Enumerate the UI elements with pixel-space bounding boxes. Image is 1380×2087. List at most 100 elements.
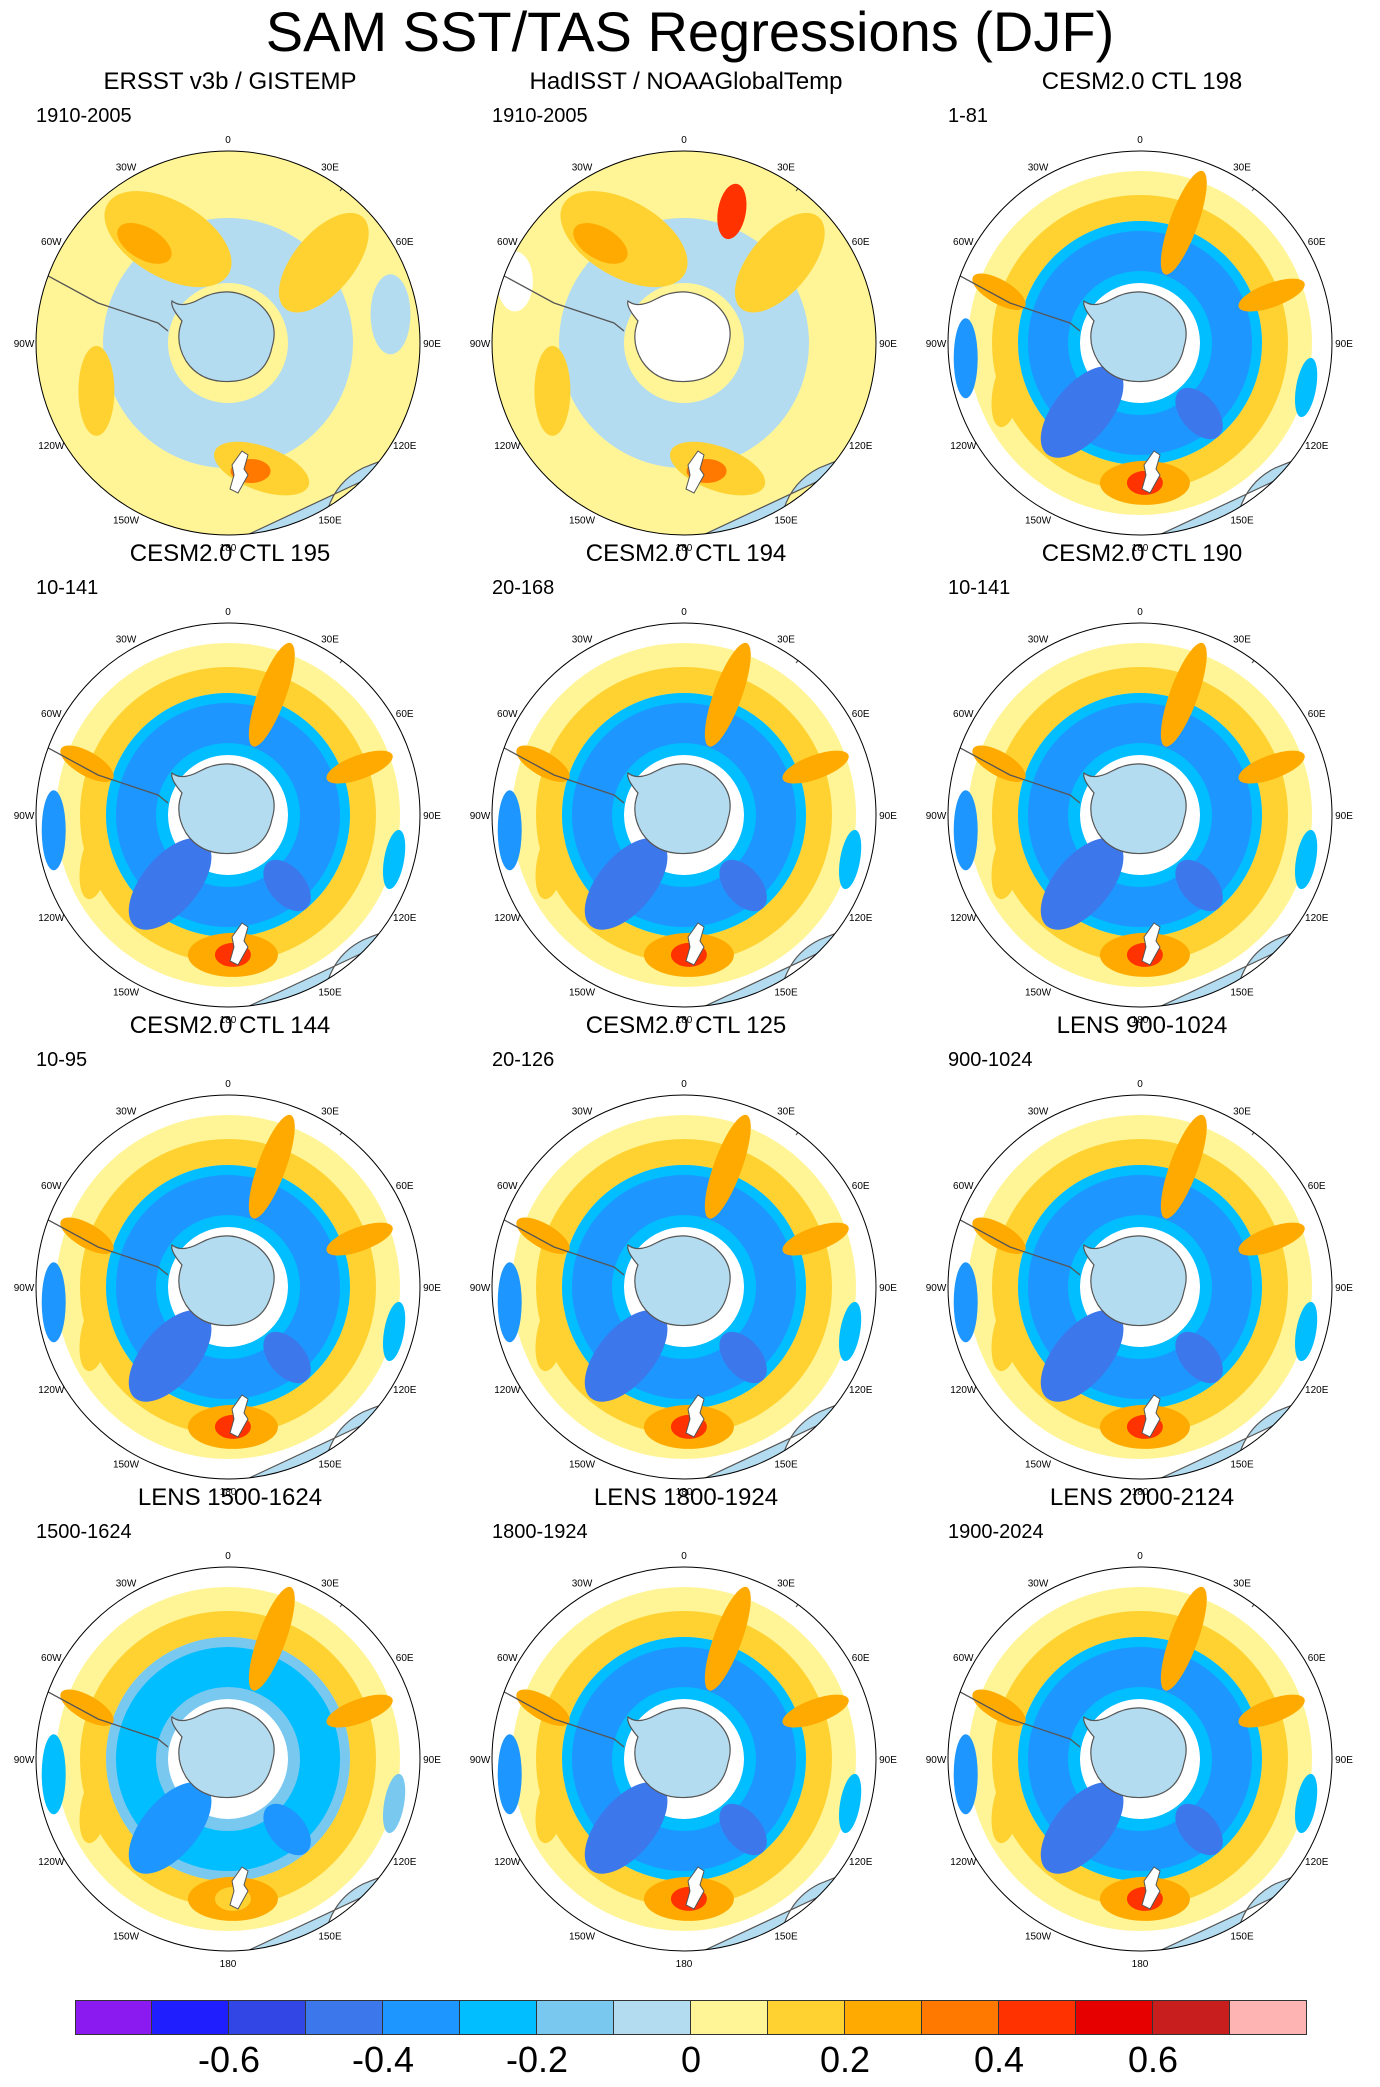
longitude-label: 150W xyxy=(1025,516,1052,527)
map-panel: 0 30E 60E 90E 120E 150E 180 150W 120W 90W 60W 30W CE… xyxy=(912,68,1372,554)
longitude-label: 120W xyxy=(950,441,977,452)
warm-anomaly-patch xyxy=(79,1772,110,1844)
polar-stereographic-map: 0 30E 60E 90E 120E 150E 180 150W 120W 90W 60W 30W xyxy=(470,607,898,1026)
antarctica-continent xyxy=(1083,763,1187,855)
panel-title: LENS 1800-1924 xyxy=(593,1484,779,1511)
outer-cool-patch xyxy=(1294,357,1318,418)
map-boundary xyxy=(947,1566,1333,1952)
cool-anomaly-core xyxy=(263,1331,311,1384)
south-america-coastline xyxy=(948,736,1081,804)
panel-title: LENS 2000-2124 xyxy=(1049,1484,1235,1511)
longitude-label: 60W xyxy=(497,1181,518,1192)
longitude-label: 30W xyxy=(116,162,137,173)
warm-anomaly-patch xyxy=(972,273,1026,310)
colorbar-swatch xyxy=(1153,2000,1230,2035)
map-boundary xyxy=(491,150,877,536)
longitude-labels: 0 30E 60E 90E 120E 150E 180 150W 120W 90W 60W 30W xyxy=(926,1079,1354,1498)
longitude-label: 90W xyxy=(926,1755,947,1766)
outer-cool-patch xyxy=(953,1734,978,1815)
longitude-label: 90W xyxy=(926,339,947,350)
warm-anomaly-patch xyxy=(972,1689,1026,1726)
warm-anomaly-patch xyxy=(972,745,1026,782)
warm-anomaly-patch xyxy=(704,642,751,747)
longitude-label: 120E xyxy=(1305,441,1329,452)
antarctica-continent xyxy=(627,1235,731,1327)
map-panel: 0 30E 60E 90E 120E 150E 180 150W 120W 90W 60W 30W LE… xyxy=(456,1484,916,1970)
map-panel: 0 30E 60E 90E 120E 150E 180 150W 120W 90W 60W 30W CE… xyxy=(456,540,916,1026)
antarctica-continent xyxy=(627,763,731,855)
panel-title: CESM2.0 CTL 125 xyxy=(585,1012,787,1039)
warm-anomaly-patch xyxy=(535,828,566,900)
warm-anomaly-patch xyxy=(1160,170,1207,275)
longitude-label: 150E xyxy=(1230,1932,1254,1943)
longitude-label: 60W xyxy=(953,709,974,720)
antarctica-continent xyxy=(1083,1707,1187,1799)
colorbar-swatch xyxy=(229,2000,306,2035)
warm-anomaly-patch xyxy=(1238,278,1305,312)
subpolar-cool-ring xyxy=(116,1175,340,1399)
longitude-label: 150W xyxy=(1025,988,1052,999)
longitude-label: 30E xyxy=(1233,162,1251,173)
south-america-coastline xyxy=(492,1208,625,1276)
longitude-label: 120W xyxy=(950,1857,977,1868)
longitude-label: 180 xyxy=(1132,1487,1149,1498)
longitude-label: 120E xyxy=(849,1385,873,1396)
warm-anomaly-patch xyxy=(704,1114,751,1219)
longitude-label: 180 xyxy=(1132,543,1149,554)
warm-anomaly-patch xyxy=(535,1772,566,1844)
colorbar-tick-label: 0.2 xyxy=(819,2039,871,2080)
new-zealand-landmass xyxy=(685,1866,705,1910)
longitude-label: 150E xyxy=(774,516,798,527)
cool-anomaly-core xyxy=(128,1782,212,1874)
longitude-label: 60W xyxy=(953,1653,974,1664)
longitude-label: 90E xyxy=(879,1755,897,1766)
warm-anomaly-patch xyxy=(60,745,114,782)
colorbar-tick-label: 0.4 xyxy=(973,2039,1025,2080)
colorbar-tick-label: -0.4 xyxy=(351,2039,415,2080)
longitude-label: 60W xyxy=(41,709,62,720)
longitude-label: 60E xyxy=(1308,1653,1326,1664)
colorbar-swatch xyxy=(845,2000,922,2035)
map-panel: 0 30E 60E 90E 120E 150E 180 150W 120W 90W 60W 30W LE… xyxy=(912,1484,1372,1970)
antarctica-continent xyxy=(171,1707,275,1799)
warm-anomaly-patch xyxy=(991,356,1022,428)
longitude-label: 30E xyxy=(777,162,795,173)
polar-stereographic-map: 0 30E 60E 90E 120E 150E 180 150W 120W 90W 60W 30W xyxy=(14,1551,442,1970)
new-zealand-landmass xyxy=(685,450,705,494)
new-zealand-landmass xyxy=(229,922,249,966)
map-boundary xyxy=(491,1094,877,1480)
subpolar-cool-ring xyxy=(1028,1647,1252,1871)
cool-anomaly-core xyxy=(1175,1331,1223,1384)
subpolar-cool-ring xyxy=(572,1647,796,1871)
map-boundary xyxy=(35,150,421,536)
longitude-label: 180 xyxy=(676,543,693,554)
longitude-label: 60E xyxy=(852,1181,870,1192)
cool-anomaly-core xyxy=(1175,387,1223,440)
longitude-labels: 0 30E 60E 90E 120E 150E 180 150W 120W 90W 60W 30W xyxy=(14,607,442,1026)
polar-stereographic-map: 0 30E 60E 90E 120E 150E 180 150W 120W 90W 60W 30W xyxy=(470,135,898,554)
figure-title: SAM SST/TAS Regressions (DJF) xyxy=(265,0,1115,63)
longitude-label: 30W xyxy=(572,1578,593,1589)
longitude-label: 60W xyxy=(497,237,518,248)
map-boundary xyxy=(35,622,421,1008)
longitude-label: 90E xyxy=(423,1283,441,1294)
panel-period: 10-141 xyxy=(948,577,1011,599)
outer-cool-patch xyxy=(382,1773,406,1834)
longitude-label: 90W xyxy=(470,1755,491,1766)
map-panel: 0 30E 60E 90E 120E 150E 180 150W 120W 90W 60W 30W LE… xyxy=(912,1012,1372,1498)
panel-period: 10-141 xyxy=(36,577,99,599)
warm-anomaly-patch xyxy=(326,1694,393,1728)
south-america-coastline xyxy=(948,1680,1081,1748)
polar-stereographic-map: 0 30E 60E 90E 120E 150E 180 150W 120W 90W 60W 30W xyxy=(926,607,1354,1026)
map-contour-field xyxy=(948,1577,1332,1951)
subpolar-cool-ring xyxy=(572,703,796,927)
cool-anomaly-core xyxy=(1040,1310,1124,1402)
longitude-label: 120E xyxy=(393,1857,417,1868)
outer-cool-patch xyxy=(382,1301,406,1362)
warm-anomaly-core xyxy=(117,222,172,264)
map-panel: 0 30E 60E 90E 120E 150E 180 150W 120W 90W 60W 30W CE… xyxy=(0,540,460,1026)
longitude-label: 120W xyxy=(494,1857,521,1868)
longitude-label: 180 xyxy=(676,1487,693,1498)
polar-stereographic-map: 0 30E 60E 90E 120E 150E 180 150W 120W 90W 60W 30W xyxy=(14,135,442,554)
panel-title: ERSST v3b / GISTEMP xyxy=(103,68,357,95)
